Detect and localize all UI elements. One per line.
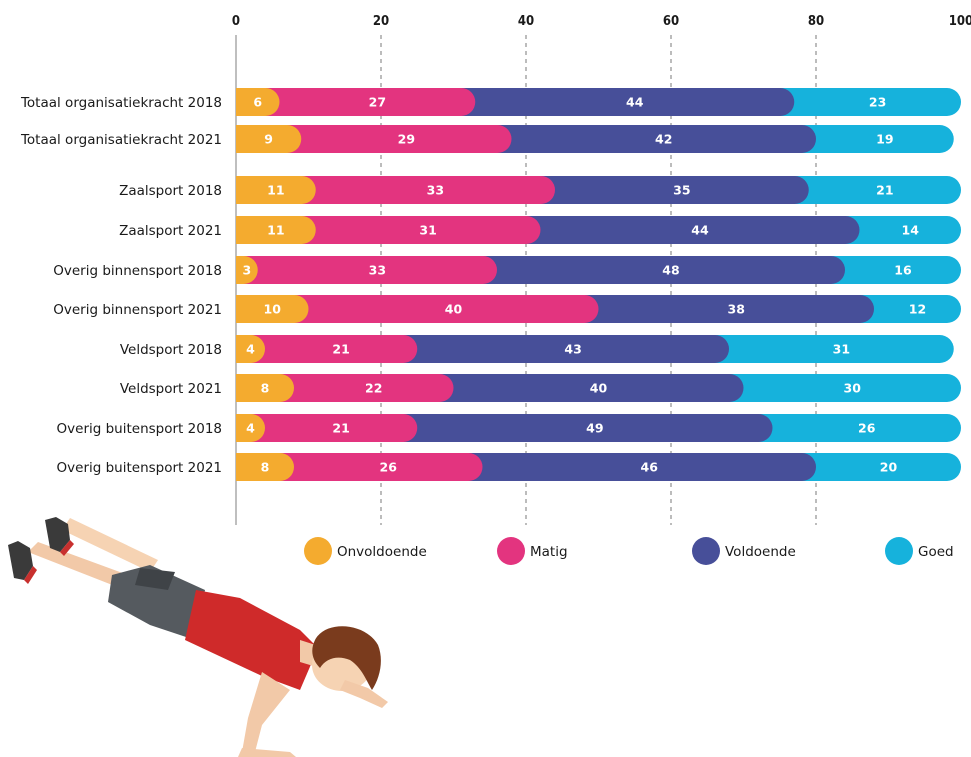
data-label: 42	[655, 132, 672, 147]
bar-row: 11 31 44 14	[236, 216, 961, 244]
data-label: 9	[264, 132, 273, 147]
data-label: 20	[880, 460, 898, 475]
category-label: Overig buitensport 2018	[57, 421, 222, 437]
x-tick-label: 20	[373, 14, 389, 29]
data-label: 40	[590, 381, 608, 396]
bar-row: 3 33 48 16	[236, 256, 961, 284]
legend-item: Goed	[885, 537, 954, 565]
data-label: 16	[894, 263, 912, 278]
legend-swatch	[497, 537, 525, 565]
data-label: 27	[369, 95, 386, 110]
category-label: Overig binnensport 2018	[53, 263, 222, 279]
legend-swatch	[692, 537, 720, 565]
legend-label: Matig	[530, 544, 568, 560]
data-label: 44	[691, 223, 709, 238]
data-label: 26	[858, 421, 876, 436]
data-label: 8	[261, 381, 270, 396]
category-labels: Totaal organisatiekracht 2018 Totaal orga…	[20, 95, 222, 476]
bar-row: 4 21 43 31	[236, 335, 954, 363]
category-label: Overig buitensport 2021	[57, 460, 222, 476]
data-label: 4	[246, 421, 255, 436]
legend-item: Onvoldoende	[304, 537, 427, 565]
data-label: 6	[253, 95, 262, 110]
category-label: Overig binnensport 2021	[53, 302, 222, 318]
data-label: 22	[365, 381, 382, 396]
data-label: 44	[626, 95, 644, 110]
data-label: 49	[586, 421, 603, 436]
data-label: 8	[261, 460, 270, 475]
data-label: 14	[902, 223, 920, 238]
data-label: 26	[380, 460, 398, 475]
data-label: 23	[869, 95, 886, 110]
data-label: 10	[264, 302, 282, 317]
hand	[238, 748, 296, 757]
data-label: 29	[398, 132, 415, 147]
data-label: 31	[833, 342, 850, 357]
data-label: 21	[332, 421, 349, 436]
data-label: 35	[673, 183, 690, 198]
shirt	[185, 590, 318, 690]
data-label: 30	[844, 381, 862, 396]
data-label: 38	[728, 302, 745, 317]
bar-row: 11 33 35 21	[236, 176, 961, 204]
legend-label: Onvoldoende	[337, 544, 427, 560]
legend-label: Goed	[918, 544, 954, 560]
arm	[242, 672, 290, 752]
x-tick-label: 100	[949, 14, 971, 29]
data-label: 3	[243, 263, 252, 278]
category-label: Veldsport 2018	[120, 342, 222, 358]
bar-row: 4 21 49 26	[236, 414, 961, 442]
legend: Onvoldoende Matig Voldoende Goed	[304, 537, 954, 565]
legend-swatch	[304, 537, 332, 565]
other-arm	[340, 680, 388, 708]
legend-swatch	[885, 537, 913, 565]
data-label: 33	[369, 263, 386, 278]
legend-item: Voldoende	[692, 537, 796, 565]
bar-row: 8 22 40 30	[236, 374, 961, 402]
x-tick-label: 60	[663, 14, 679, 29]
data-label: 43	[564, 342, 581, 357]
bar-row: 6 27 44 23	[236, 88, 961, 116]
data-label: 31	[419, 223, 436, 238]
data-label: 48	[662, 263, 679, 278]
data-label: 40	[445, 302, 463, 317]
data-label: 11	[267, 223, 284, 238]
x-tick-label: 80	[808, 14, 824, 29]
data-label: 33	[427, 183, 444, 198]
legend-label: Voldoende	[725, 544, 796, 560]
data-label: 19	[876, 132, 893, 147]
x-tick-label: 0	[232, 14, 240, 29]
data-label: 46	[641, 460, 659, 475]
category-label: Zaalsport 2021	[119, 223, 222, 239]
data-label: 4	[246, 342, 255, 357]
bar-row: 10 40 38 12	[236, 295, 961, 323]
category-label: Totaal organisatiekracht 2021	[20, 132, 222, 148]
data-label: 12	[909, 302, 926, 317]
legend-item: Matig	[497, 537, 568, 565]
x-axis-ticks: 0 20 40 60 80 100	[232, 14, 971, 29]
data-label: 21	[876, 183, 893, 198]
x-tick-label: 40	[518, 14, 534, 29]
category-label: Veldsport 2021	[120, 381, 222, 397]
category-label: Totaal organisatiekracht 2018	[20, 95, 222, 111]
data-label: 11	[267, 183, 284, 198]
bar-row: 8 26 46 20	[236, 453, 961, 481]
bar-row: 9 29 42 19	[236, 125, 954, 153]
data-label: 21	[332, 342, 349, 357]
category-label: Zaalsport 2018	[119, 183, 222, 199]
